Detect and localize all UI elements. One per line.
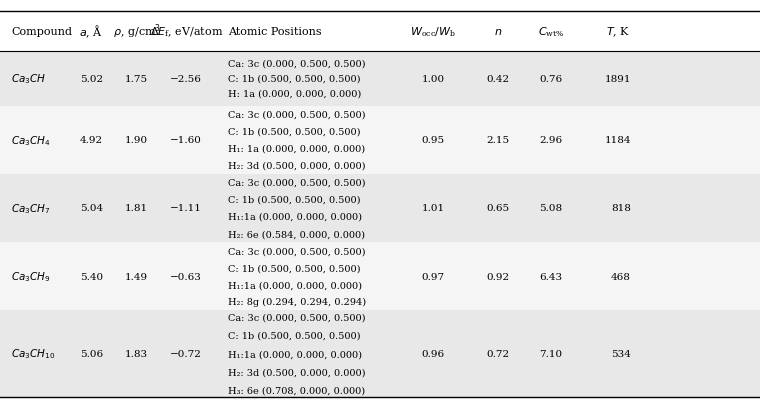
Text: 818: 818: [611, 204, 631, 213]
Text: 1.81: 1.81: [125, 204, 148, 213]
Text: $Ca_3CH$: $Ca_3CH$: [11, 72, 46, 86]
Text: H₂: 6e (0.584, 0.000, 0.000): H₂: 6e (0.584, 0.000, 0.000): [228, 230, 365, 239]
Bar: [0, 175, 760, 243]
Text: 468: 468: [611, 272, 631, 281]
Text: 5.02: 5.02: [80, 75, 103, 83]
Text: Compound: Compound: [11, 27, 72, 37]
Text: C: 1b (0.500, 0.500, 0.500): C: 1b (0.500, 0.500, 0.500): [228, 264, 360, 273]
Text: 2.96: 2.96: [540, 136, 562, 145]
Text: C: 1b (0.500, 0.500, 0.500): C: 1b (0.500, 0.500, 0.500): [228, 75, 360, 83]
Bar: [0, 12, 760, 51]
Text: H₁: 1a (0.000, 0.000, 0.000): H₁: 1a (0.000, 0.000, 0.000): [228, 145, 365, 153]
Bar: [0, 107, 760, 175]
Text: H₁:1a (0.000, 0.000, 0.000): H₁:1a (0.000, 0.000, 0.000): [228, 281, 362, 290]
Text: 1.83: 1.83: [125, 349, 148, 358]
Text: Ca: 3c (0.000, 0.500, 0.500): Ca: 3c (0.000, 0.500, 0.500): [228, 111, 366, 119]
Text: $Ca_3CH_4$: $Ca_3CH_4$: [11, 134, 51, 147]
Text: $T$, K: $T$, K: [606, 25, 631, 38]
Text: 7.10: 7.10: [540, 349, 562, 358]
Text: $Ca_3CH_7$: $Ca_3CH_7$: [11, 202, 51, 215]
Bar: [0, 243, 760, 311]
Text: 5.40: 5.40: [80, 272, 103, 281]
Text: 1.01: 1.01: [422, 204, 445, 213]
Text: 0.92: 0.92: [486, 272, 509, 281]
Text: 6.43: 6.43: [540, 272, 562, 281]
Text: $a$, Å: $a$, Å: [79, 23, 103, 40]
Text: −2.56: −2.56: [170, 75, 202, 83]
Text: 4.92: 4.92: [80, 136, 103, 145]
Text: 1184: 1184: [604, 136, 631, 145]
Text: Ca: 3c (0.000, 0.500, 0.500): Ca: 3c (0.000, 0.500, 0.500): [228, 247, 366, 256]
Text: Ca: 3c (0.000, 0.500, 0.500): Ca: 3c (0.000, 0.500, 0.500): [228, 313, 366, 322]
Text: H₂: 3d (0.500, 0.000, 0.000): H₂: 3d (0.500, 0.000, 0.000): [228, 367, 366, 376]
Text: H: 1a (0.000, 0.000, 0.000): H: 1a (0.000, 0.000, 0.000): [228, 90, 361, 99]
Text: 5.06: 5.06: [80, 349, 103, 358]
Text: 1.90: 1.90: [125, 136, 148, 145]
Text: Ca: 3c (0.000, 0.500, 0.500): Ca: 3c (0.000, 0.500, 0.500): [228, 59, 366, 68]
Text: 0.72: 0.72: [486, 349, 509, 358]
Bar: [0, 51, 760, 107]
Text: −0.63: −0.63: [170, 272, 202, 281]
Text: 1891: 1891: [604, 75, 631, 83]
Text: 534: 534: [611, 349, 631, 358]
Text: H₁:1a (0.000, 0.000, 0.000): H₁:1a (0.000, 0.000, 0.000): [228, 349, 362, 358]
Text: H₂: 8g (0.294, 0.294, 0.294): H₂: 8g (0.294, 0.294, 0.294): [228, 297, 366, 307]
Text: H₂: 3d (0.500, 0.000, 0.000): H₂: 3d (0.500, 0.000, 0.000): [228, 162, 366, 171]
Text: $W_{\mathregular{occ}}/W_{\mathregular{b}}$: $W_{\mathregular{occ}}/W_{\mathregular{b…: [410, 25, 456, 38]
Text: 5.04: 5.04: [80, 204, 103, 213]
Text: $Ca_3CH_{10}$: $Ca_3CH_{10}$: [11, 347, 55, 360]
Text: Atomic Positions: Atomic Positions: [228, 27, 321, 37]
Text: 2.15: 2.15: [486, 136, 509, 145]
Text: $\Delta E_{\mathregular{f}}$, eV/atom: $\Delta E_{\mathregular{f}}$, eV/atom: [150, 25, 223, 38]
Text: C: 1b (0.500, 0.500, 0.500): C: 1b (0.500, 0.500, 0.500): [228, 331, 360, 340]
Text: $C_{\mathregular{wt\%}}$: $C_{\mathregular{wt\%}}$: [538, 25, 564, 38]
Text: H₃: 6e (0.708, 0.000, 0.000): H₃: 6e (0.708, 0.000, 0.000): [228, 386, 365, 394]
Text: 0.97: 0.97: [422, 272, 445, 281]
Text: 0.65: 0.65: [486, 204, 509, 213]
Text: 0.76: 0.76: [540, 75, 562, 83]
Text: C: 1b (0.500, 0.500, 0.500): C: 1b (0.500, 0.500, 0.500): [228, 128, 360, 136]
Text: 5.08: 5.08: [540, 204, 562, 213]
Text: H₁:1a (0.000, 0.000, 0.000): H₁:1a (0.000, 0.000, 0.000): [228, 213, 362, 222]
Text: 0.95: 0.95: [422, 136, 445, 145]
Text: Ca: 3c (0.000, 0.500, 0.500): Ca: 3c (0.000, 0.500, 0.500): [228, 179, 366, 188]
Text: 1.00: 1.00: [422, 75, 445, 83]
Text: 0.42: 0.42: [486, 75, 509, 83]
Text: C: 1b (0.500, 0.500, 0.500): C: 1b (0.500, 0.500, 0.500): [228, 196, 360, 205]
Text: −1.60: −1.60: [170, 136, 202, 145]
Text: $n$: $n$: [494, 27, 502, 37]
Bar: [0, 311, 760, 397]
Text: −1.11: −1.11: [170, 204, 202, 213]
Text: 1.49: 1.49: [125, 272, 148, 281]
Text: −0.72: −0.72: [170, 349, 202, 358]
Text: 0.96: 0.96: [422, 349, 445, 358]
Text: $Ca_3CH_9$: $Ca_3CH_9$: [11, 270, 51, 284]
Text: 1.75: 1.75: [125, 75, 148, 83]
Text: $\rho$, g/cm$^3$: $\rho$, g/cm$^3$: [112, 23, 161, 41]
